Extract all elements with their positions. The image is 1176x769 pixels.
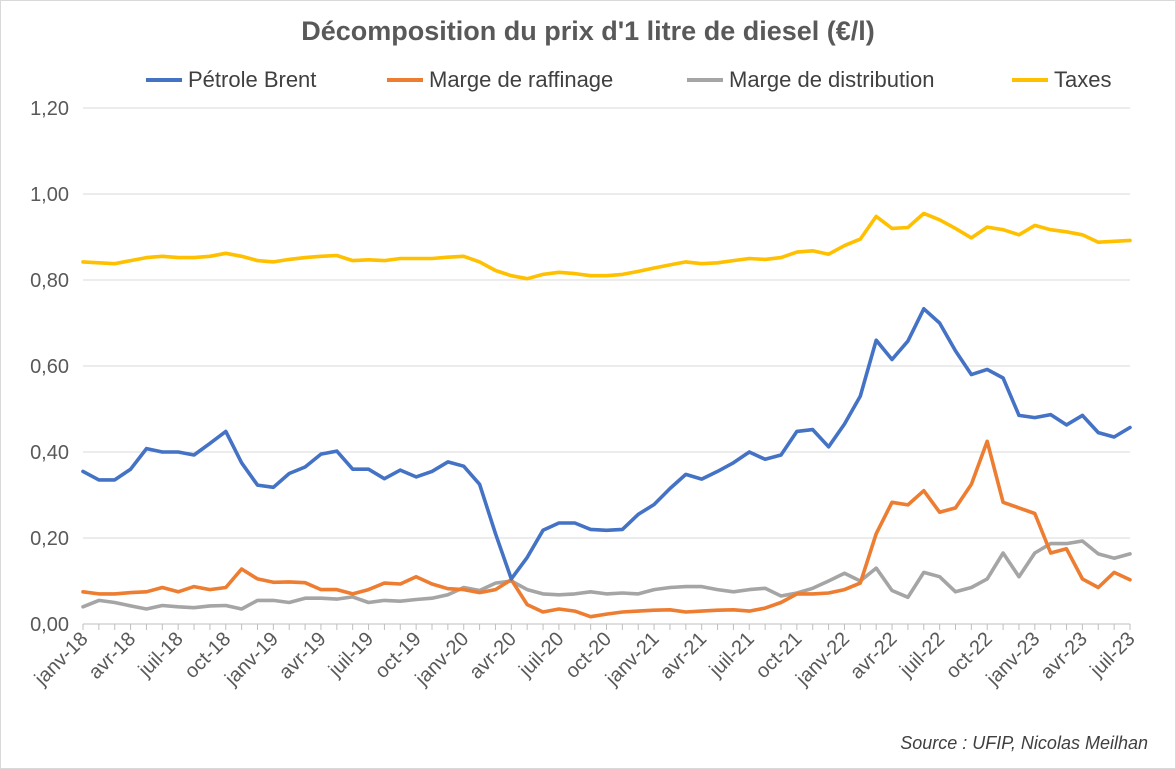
legend-swatch-marge-distribution <box>687 78 723 82</box>
y-tick-label: 0,20 <box>30 528 69 550</box>
x-tick-label: avr-18 <box>84 628 140 684</box>
x-tick-label: juil-18 <box>134 628 188 682</box>
legend-item-marge-raffinage: Marge de raffinage <box>387 66 613 94</box>
x-tick-label: janv-23 <box>982 628 1045 691</box>
legend-label-petrole-brent: Pétrole Brent <box>188 67 317 92</box>
legend: Pétrole Brent Marge de raffinage Marge d… <box>0 66 1176 94</box>
x-tick-label: avr-22 <box>846 628 902 684</box>
x-tick-label: janv-20 <box>411 628 474 691</box>
x-tick-label: janv-22 <box>791 628 854 691</box>
x-tick-label: janv-18 <box>30 628 93 691</box>
y-tick-label: 1,00 <box>30 184 69 206</box>
x-tick-label: janv-21 <box>601 628 664 691</box>
x-tick-label: juil-21 <box>705 628 759 682</box>
x-tick-label: juil-23 <box>1086 628 1140 682</box>
y-tick-label: 0,80 <box>30 270 69 292</box>
source-note: Source : UFIP, Nicolas Meilhan <box>900 733 1148 753</box>
legend-label-marge-distribution: Marge de distribution <box>729 67 935 92</box>
series-line-taxes <box>81 211 1132 281</box>
x-tick-label: juil-19 <box>324 628 378 682</box>
x-tick-label: avr-19 <box>275 628 331 684</box>
y-tick-label: 0,00 <box>30 614 69 636</box>
x-tick-label: avr-21 <box>656 628 712 684</box>
series-line-marge-distribution <box>81 539 1132 611</box>
x-tick-label: avr-20 <box>465 628 521 684</box>
y-tick-label: 0,40 <box>30 442 69 464</box>
legend-swatch-taxes <box>1012 78 1048 82</box>
x-tick-label: avr-23 <box>1036 628 1092 684</box>
legend-item-taxes: Taxes <box>1012 66 1111 94</box>
x-tick-label: juil-20 <box>514 628 568 682</box>
series-line-marge-raffinage <box>81 439 1132 619</box>
legend-item-petrole-brent: Pétrole Brent <box>146 66 316 94</box>
y-tick-label: 1,20 <box>30 98 69 120</box>
legend-item-marge-distribution: Marge de distribution <box>687 66 934 94</box>
legend-swatch-petrole-brent <box>146 78 182 82</box>
x-tick-label: janv-19 <box>220 628 283 691</box>
legend-swatch-marge-raffinage <box>387 78 423 82</box>
x-tick-label: juil-22 <box>895 628 949 682</box>
legend-label-taxes: Taxes <box>1054 67 1112 92</box>
legend-label-marge-raffinage: Marge de raffinage <box>429 67 614 92</box>
series-line-petrole-brent <box>81 306 1132 581</box>
chart-title: Décomposition du prix d'1 litre de diese… <box>301 16 875 46</box>
y-tick-label: 0,60 <box>30 356 69 378</box>
